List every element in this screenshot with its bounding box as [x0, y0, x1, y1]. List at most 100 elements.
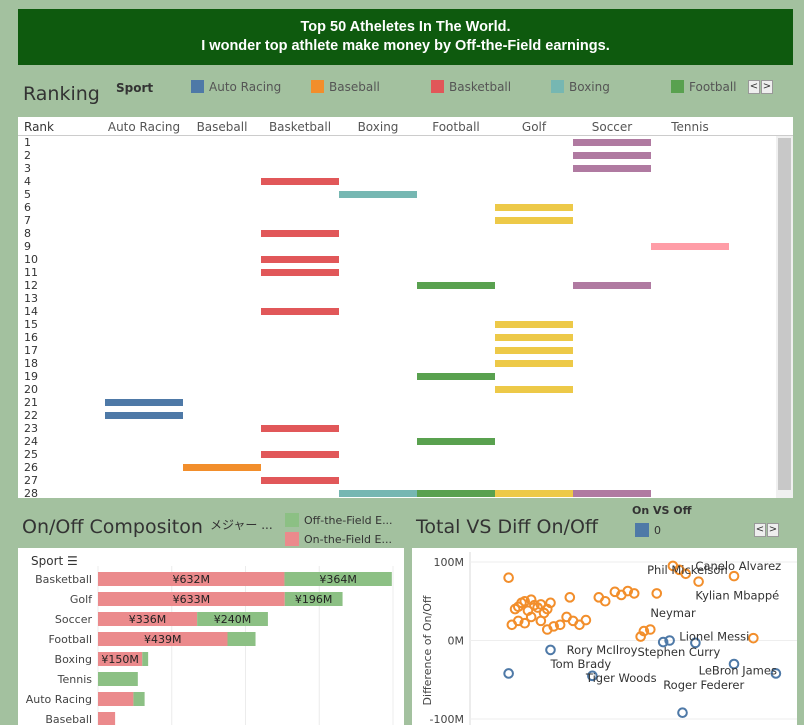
scatter-point[interactable] [513, 615, 524, 627]
ranking-bar[interactable] [495, 360, 573, 367]
ranking-bar[interactable] [339, 191, 417, 198]
sport-axis-header[interactable]: Sport ☰ [31, 554, 78, 568]
scatter-point[interactable] [599, 595, 611, 607]
ranking-bar[interactable] [261, 256, 339, 263]
scatter-point[interactable] [645, 624, 656, 635]
scatter-point[interactable] [770, 668, 782, 679]
ranking-bar[interactable] [261, 230, 339, 237]
scatter-point[interactable] [651, 588, 663, 599]
scatter-point[interactable] [690, 637, 701, 649]
ranking-bar[interactable] [495, 386, 573, 393]
ranking-bar[interactable] [573, 490, 651, 497]
bar-on-field[interactable] [98, 572, 285, 586]
composition-title: On/Off Compositon [22, 516, 203, 538]
ranking-bar[interactable] [261, 477, 339, 484]
ranking-bar[interactable] [105, 399, 183, 406]
scatter-point[interactable] [554, 619, 566, 631]
ranking-column-label: Boxing [357, 120, 399, 134]
ranking-bar[interactable] [261, 178, 339, 185]
legend-swatch [431, 80, 444, 93]
legend-item-on-field[interactable]: On-the-Field E... [285, 532, 392, 546]
legend-item-boxing[interactable]: Boxing [551, 80, 610, 94]
bar-on-field[interactable] [98, 612, 198, 626]
scatter-point[interactable] [519, 595, 531, 607]
ranking-scrollbar[interactable] [776, 136, 793, 498]
legend-item-basketball[interactable]: Basketball [431, 80, 511, 94]
bar-on-field[interactable] [98, 632, 228, 646]
ranking-bar[interactable] [573, 282, 651, 289]
ranking-bar[interactable] [417, 282, 495, 289]
scatter-point[interactable] [628, 588, 640, 599]
scatter-point[interactable] [680, 568, 692, 580]
scatter-point[interactable] [748, 632, 759, 644]
sort-icon[interactable]: ☰ [67, 554, 78, 568]
scatter-point[interactable] [693, 576, 704, 587]
scatter-point[interactable] [728, 658, 740, 670]
ranking-bar[interactable] [183, 464, 261, 471]
ranking-bar[interactable] [417, 373, 495, 380]
ranking-bar[interactable] [495, 490, 573, 497]
scatter-point[interactable] [657, 636, 669, 648]
legend-item-label: Basketball [449, 80, 512, 94]
ranking-bar[interactable] [105, 412, 183, 419]
scatter-point[interactable] [519, 617, 531, 629]
ranking-bar[interactable] [495, 204, 573, 211]
legend-next-button[interactable]: > [761, 80, 773, 94]
banner-title-line2: I wonder top athlete make money by Off-t… [201, 38, 610, 54]
legend-item-label: Auto Racing [209, 80, 282, 94]
bar-on-field[interactable] [98, 592, 285, 606]
scatter-point[interactable] [525, 611, 537, 623]
ranking-bar[interactable] [261, 451, 339, 458]
legend-item-auto-racing[interactable]: Auto Racing [191, 80, 281, 94]
legend-item-off-field[interactable]: Off-the-Field E... [285, 513, 393, 527]
ranking-bar[interactable] [495, 217, 573, 224]
bar-off-field[interactable] [227, 632, 256, 646]
ranking-bar[interactable] [495, 321, 573, 328]
legend-swatch [285, 513, 299, 527]
scatter-point[interactable] [545, 597, 556, 609]
scatter-point[interactable] [587, 670, 598, 682]
ranking-bar[interactable] [573, 165, 651, 172]
bar-off-field[interactable] [284, 572, 392, 586]
scatter-point[interactable] [564, 592, 576, 603]
scatter-point[interactable] [580, 614, 592, 626]
ranking-bar[interactable] [651, 243, 729, 250]
legend-item-label: Football [689, 80, 737, 94]
scatter-point[interactable] [622, 585, 634, 597]
ranking-bar[interactable] [339, 490, 417, 497]
bar-on-field[interactable] [98, 692, 134, 706]
bar-off-field[interactable] [284, 592, 343, 606]
legend-prev-button[interactable]: < [748, 80, 760, 94]
scatter-point[interactable] [503, 668, 514, 679]
bar-off-field[interactable] [133, 692, 145, 706]
ranking-bar[interactable] [261, 425, 339, 432]
legend-item-zero[interactable]: 0 [635, 523, 661, 537]
bar-off-field[interactable] [142, 652, 149, 666]
scatter-point[interactable] [728, 570, 740, 582]
ranking-bar[interactable] [573, 139, 651, 146]
bar-off-field[interactable] [98, 672, 138, 686]
ranking-bar[interactable] [495, 334, 573, 341]
scatter-point[interactable] [503, 572, 514, 584]
scatter-point[interactable] [545, 644, 556, 656]
scatter-point[interactable] [548, 621, 560, 632]
ranking-bar[interactable] [573, 152, 651, 159]
scatter-point[interactable] [535, 615, 547, 627]
ranking-bar[interactable] [417, 438, 495, 445]
scrollbar-thumb[interactable] [778, 138, 791, 490]
ranking-bar[interactable] [261, 269, 339, 276]
bar-on-field[interactable] [98, 652, 143, 666]
ranking-bar[interactable] [417, 490, 495, 497]
scatter-point[interactable] [638, 625, 650, 637]
scatter-point[interactable] [677, 707, 688, 719]
bar-off-field[interactable] [197, 612, 268, 626]
legend-item-baseball[interactable]: Baseball [311, 80, 380, 94]
legend-item-football[interactable]: Football [671, 80, 737, 94]
ranking-bar[interactable] [261, 308, 339, 315]
legend-swatch [311, 80, 324, 93]
bar-on-field[interactable] [98, 712, 116, 725]
scatter-legend-prev-button[interactable]: < [754, 523, 766, 537]
ranking-bar[interactable] [495, 347, 573, 354]
scatter-legend-next-button[interactable]: > [767, 523, 779, 537]
scatter-point[interactable] [664, 635, 675, 646]
